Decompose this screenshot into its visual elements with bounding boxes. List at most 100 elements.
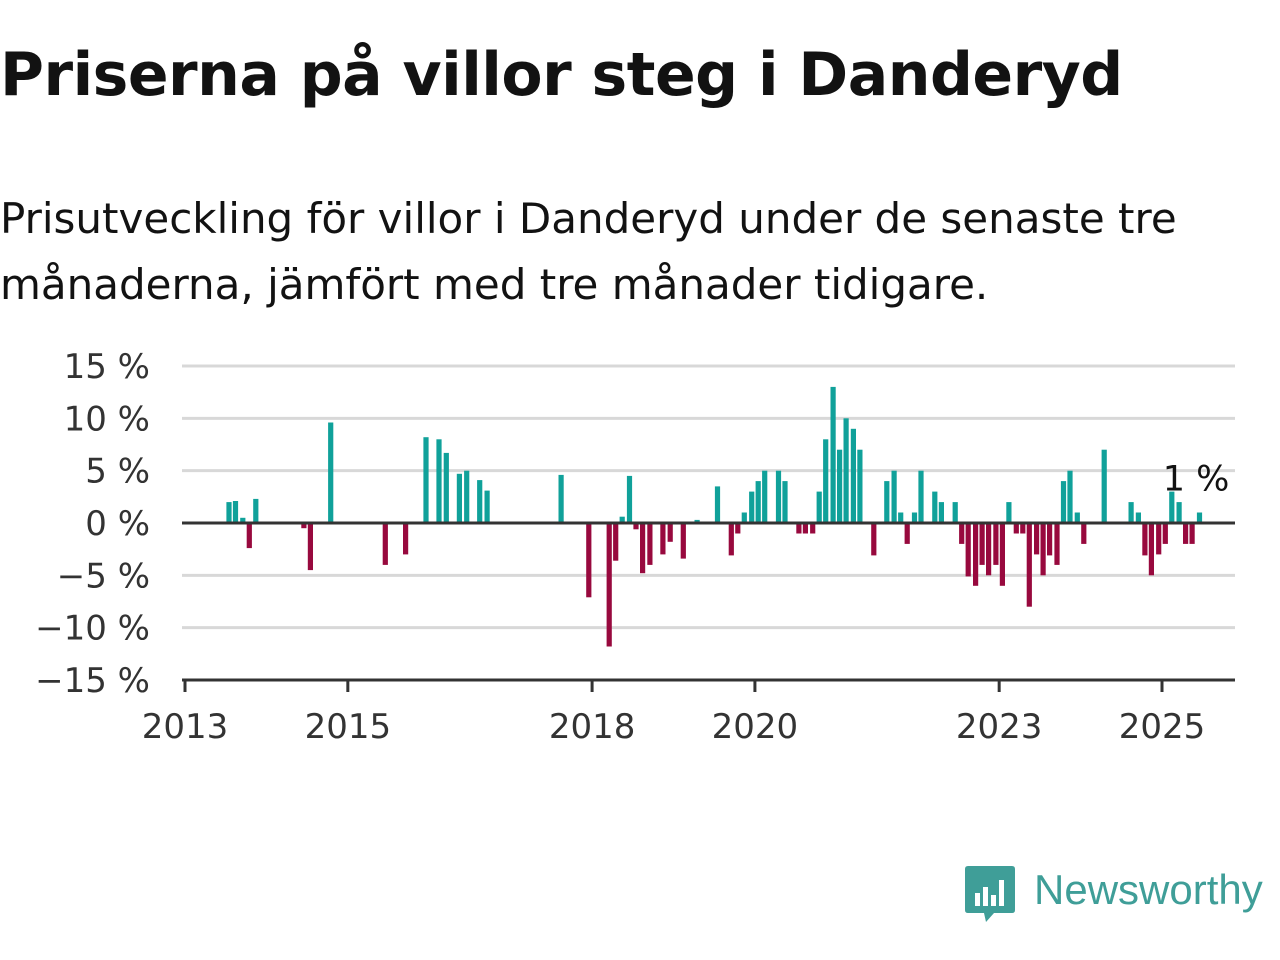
bar [932,491,938,523]
bar [904,523,910,544]
bar [755,481,761,523]
bar [1156,523,1162,555]
bar [647,523,653,565]
bar [633,523,639,530]
x-tick-label: 2020 [712,707,799,747]
bar [728,523,734,556]
axes [182,521,1235,682]
newsworthy-logo-text: Newsworthy [1034,866,1263,913]
bar [796,523,802,534]
bar [403,523,409,555]
bar [993,523,999,565]
bar [1006,502,1012,523]
bar [382,523,388,565]
bar [436,439,442,523]
bar [1054,523,1060,565]
y-tick-label: 0 % [85,504,150,544]
bar [680,523,686,559]
bar [979,523,985,565]
bar [911,512,918,523]
last-value-label: 1 % [1163,460,1230,500]
bar [898,512,904,523]
bar [762,470,768,523]
bar [443,452,449,523]
bar [484,490,490,523]
bar [1081,523,1087,544]
bar [1047,523,1053,556]
bar [1142,523,1148,556]
bar [735,523,741,534]
bar [986,523,992,576]
bar [619,516,625,523]
bar-chart: 15 % 10 % 5 % 0 % −5 % −10 % −15 % 2013 2015 201… [35,347,1235,747]
y-tick-label: −15 % [35,661,150,701]
bar [1067,470,1073,523]
bar [830,386,836,523]
bar [973,523,979,586]
bar [606,523,612,647]
newsworthy-logo-icon [965,866,1015,922]
bar [837,449,843,523]
bar [240,517,246,523]
bar [857,449,863,523]
bar [952,502,958,523]
bar [1060,481,1067,523]
y-tick-label: 10 % [64,399,150,439]
bar [1162,523,1168,544]
y-tick-label: 5 % [85,452,150,492]
bar [749,491,755,523]
y-tick-label: −5 % [57,556,150,596]
bar [1101,449,1107,523]
bar [884,481,890,523]
bar [959,523,965,544]
bar [1135,512,1141,523]
bar [871,523,877,556]
newsworthy-logo: Newsworthy [964,864,1274,928]
bars [226,386,1203,647]
bar [1020,523,1026,534]
x-tick-label: 2023 [956,707,1043,747]
bar [1189,523,1195,544]
y-tick-label: 15 % [64,347,150,387]
bar [965,523,971,577]
bar [1013,523,1019,534]
bar [307,523,313,571]
bar [843,418,849,523]
bar [810,523,816,534]
bar [456,473,462,523]
bar [640,523,646,574]
bar [1026,523,1032,607]
bar [464,470,470,523]
bar [775,470,782,523]
x-tick-label: 2013 [142,707,229,747]
x-tick-label: 2015 [305,707,392,747]
bar [586,523,592,598]
bar [328,422,334,523]
bar [232,501,239,523]
bar [1183,523,1189,544]
bar [1034,523,1040,555]
gridlines [182,364,1235,630]
bar [626,475,633,523]
bar [613,523,619,561]
y-axis-labels: 15 % 10 % 5 % 0 % −5 % −10 % −15 % [35,347,150,701]
bar [938,502,944,523]
bar [1040,523,1046,576]
bar [1169,491,1175,523]
x-tick-label: 2018 [549,707,636,747]
bar [782,481,788,523]
bar [667,523,673,542]
bar [694,519,700,523]
chart-subtitle: Prisutveckling för villor i Danderyd und… [0,194,1177,309]
chart-title: Priserna på villor steg i Danderyd [0,40,1123,110]
bar [301,523,307,529]
bar [558,474,564,523]
y-tick-label: −10 % [35,609,150,649]
bar [1148,523,1154,576]
bar [226,502,232,523]
bar [741,512,747,523]
bar [802,523,808,534]
bar [253,498,259,523]
bar [1128,502,1134,523]
bar [423,437,429,523]
